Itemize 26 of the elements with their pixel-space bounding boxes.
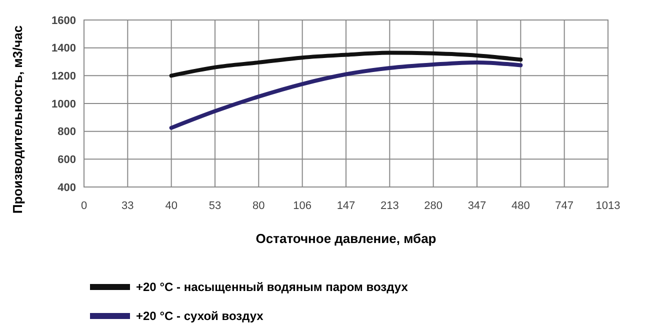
line-series [169,60,523,130]
x-tick-label: 1013 [596,200,620,212]
y-tick-label: 1400 [52,42,76,55]
y-tick-label: 1200 [52,70,76,83]
y-tick-label: 800 [58,126,76,138]
x-tick-label: 80 [252,200,265,212]
x-tick-label: 480 [511,200,530,212]
x-tick-label: 213 [380,200,399,212]
x-axis-title: Остаточное давление, мбар [256,231,436,246]
x-tick-label: 747 [555,200,574,212]
x-tick-label: 33 [122,200,134,212]
x-tick-label: 347 [468,200,486,212]
x-tick-label: 147 [336,200,356,212]
y-axis-title: Производительность, м3/час [10,25,25,214]
line-series [169,50,523,78]
y-tick-label: 1000 [52,98,76,110]
x-tick-label: 280 [424,200,443,212]
y-tick-label: 400 [58,182,76,194]
x-tick-label: 106 [293,200,312,212]
x-tick-label: 0 [80,200,88,212]
x-tick-label: 40 [165,200,178,212]
legend-label: +20 °C - насыщенный водяным паром воздух [136,280,408,294]
legend-label: +20 °C - сухой воздух [136,309,264,324]
y-tick-label: 600 [58,154,76,166]
y-tick-label: 1600 [52,14,76,27]
x-tick-label: 53 [208,200,222,212]
